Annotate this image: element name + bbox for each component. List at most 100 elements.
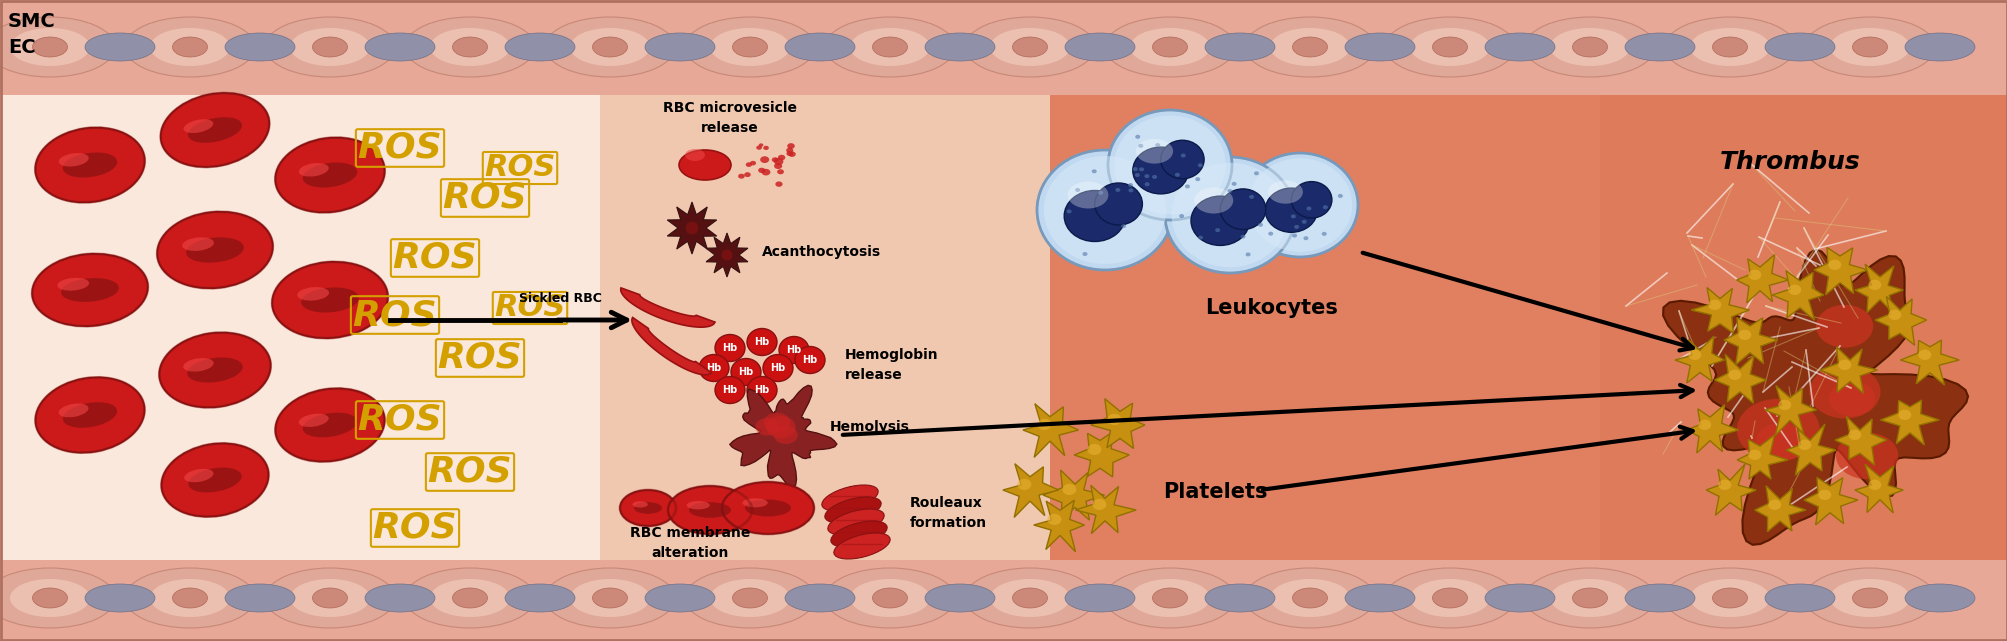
Polygon shape — [0, 95, 600, 560]
Polygon shape — [1686, 404, 1738, 453]
Ellipse shape — [684, 17, 815, 77]
Ellipse shape — [1712, 588, 1746, 608]
Ellipse shape — [185, 469, 213, 482]
Ellipse shape — [1170, 163, 1288, 267]
Ellipse shape — [1012, 588, 1048, 608]
Ellipse shape — [733, 37, 767, 57]
Ellipse shape — [1174, 173, 1180, 177]
Polygon shape — [1001, 463, 1058, 517]
Polygon shape — [1786, 424, 1834, 475]
Ellipse shape — [873, 588, 907, 608]
Ellipse shape — [787, 143, 795, 149]
Ellipse shape — [1066, 210, 1072, 213]
Ellipse shape — [452, 588, 488, 608]
Ellipse shape — [1164, 157, 1295, 273]
Ellipse shape — [1226, 189, 1232, 193]
Text: RBC membrane
alteration: RBC membrane alteration — [630, 526, 751, 560]
Ellipse shape — [779, 337, 809, 363]
Ellipse shape — [1134, 135, 1140, 138]
Ellipse shape — [965, 17, 1094, 77]
Ellipse shape — [1738, 329, 1750, 340]
Ellipse shape — [1624, 33, 1694, 61]
Ellipse shape — [1268, 28, 1349, 66]
Ellipse shape — [849, 28, 929, 66]
Ellipse shape — [1867, 279, 1881, 290]
Ellipse shape — [84, 33, 155, 61]
Ellipse shape — [787, 151, 793, 156]
Text: Thrombus: Thrombus — [1718, 150, 1858, 174]
Ellipse shape — [1130, 28, 1210, 66]
Ellipse shape — [1804, 568, 1935, 628]
Ellipse shape — [1252, 171, 1258, 175]
Ellipse shape — [1248, 195, 1254, 199]
Ellipse shape — [1144, 182, 1150, 187]
Text: ROS: ROS — [438, 341, 522, 375]
Ellipse shape — [62, 403, 116, 428]
Ellipse shape — [1828, 260, 1840, 270]
Ellipse shape — [124, 17, 255, 77]
Ellipse shape — [684, 222, 698, 235]
Text: ROS: ROS — [494, 294, 566, 322]
Ellipse shape — [592, 588, 626, 608]
Ellipse shape — [1132, 167, 1138, 171]
Ellipse shape — [714, 376, 745, 403]
Ellipse shape — [1244, 568, 1375, 628]
Ellipse shape — [785, 584, 855, 612]
Ellipse shape — [1230, 182, 1236, 186]
Ellipse shape — [644, 584, 714, 612]
Ellipse shape — [313, 37, 347, 57]
Text: ROS: ROS — [373, 511, 458, 545]
Ellipse shape — [773, 163, 783, 169]
Ellipse shape — [757, 146, 761, 150]
Ellipse shape — [1485, 584, 1553, 612]
Ellipse shape — [1917, 349, 1931, 360]
Polygon shape — [1899, 340, 1959, 385]
Ellipse shape — [1764, 584, 1834, 612]
Ellipse shape — [1242, 153, 1357, 257]
Ellipse shape — [1852, 588, 1887, 608]
Polygon shape — [1022, 404, 1078, 458]
Ellipse shape — [747, 328, 777, 356]
Text: ROS: ROS — [393, 241, 478, 275]
Ellipse shape — [1768, 499, 1780, 510]
Ellipse shape — [1708, 299, 1720, 310]
Polygon shape — [1034, 500, 1084, 552]
Ellipse shape — [1204, 33, 1274, 61]
Polygon shape — [1854, 264, 1903, 313]
Ellipse shape — [745, 172, 751, 177]
Ellipse shape — [187, 237, 243, 263]
Ellipse shape — [1138, 144, 1142, 148]
Ellipse shape — [187, 358, 243, 383]
Ellipse shape — [749, 161, 757, 165]
Ellipse shape — [1064, 190, 1124, 242]
Polygon shape — [1772, 271, 1822, 320]
Ellipse shape — [1905, 33, 1975, 61]
Ellipse shape — [32, 588, 68, 608]
Text: Leukocytes: Leukocytes — [1204, 298, 1339, 318]
Ellipse shape — [925, 584, 995, 612]
Ellipse shape — [723, 482, 813, 534]
Polygon shape — [1818, 347, 1877, 394]
Ellipse shape — [1887, 310, 1901, 320]
Ellipse shape — [1068, 181, 1108, 208]
Ellipse shape — [678, 150, 731, 180]
Ellipse shape — [1345, 33, 1415, 61]
Ellipse shape — [1431, 588, 1467, 608]
Ellipse shape — [273, 262, 387, 338]
Ellipse shape — [644, 33, 714, 61]
Ellipse shape — [36, 378, 145, 453]
Ellipse shape — [58, 278, 88, 290]
Ellipse shape — [1748, 270, 1760, 280]
Ellipse shape — [698, 354, 729, 381]
Ellipse shape — [405, 17, 534, 77]
Ellipse shape — [1154, 143, 1160, 147]
Ellipse shape — [1036, 150, 1172, 270]
Polygon shape — [1834, 417, 1887, 465]
Polygon shape — [600, 95, 1050, 560]
Ellipse shape — [1718, 479, 1730, 490]
Text: ROS: ROS — [353, 298, 438, 332]
Ellipse shape — [183, 237, 215, 251]
Ellipse shape — [0, 17, 114, 77]
Ellipse shape — [157, 212, 273, 288]
Ellipse shape — [1834, 433, 1897, 479]
